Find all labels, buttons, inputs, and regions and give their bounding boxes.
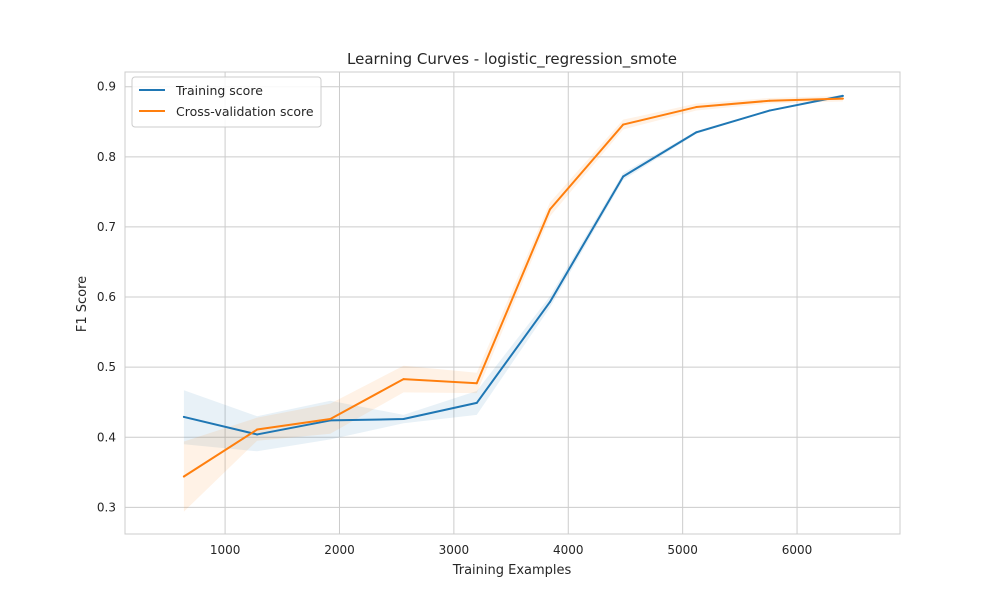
cross-validation-score-point xyxy=(329,418,332,421)
series-lines xyxy=(182,94,844,478)
training-score-point xyxy=(695,131,698,134)
cross-validation-score-band xyxy=(183,95,843,512)
cross-validation-score-point xyxy=(622,123,625,126)
y-tick-label: 0.3 xyxy=(97,500,116,514)
x-tick-label: 1000 xyxy=(210,543,241,557)
training-score-point xyxy=(622,175,625,178)
y-tick-label: 0.8 xyxy=(97,150,116,164)
y-tick-label: 0.9 xyxy=(97,80,116,94)
y-axis-label: F1 Score xyxy=(75,276,90,332)
legend-label-cross-validation: Cross-validation score xyxy=(176,104,314,119)
cross-validation-score-point xyxy=(841,97,844,100)
training-score-point xyxy=(256,433,259,436)
y-tick-label: 0.5 xyxy=(97,360,116,374)
confidence-bands xyxy=(183,94,843,512)
training-score-band xyxy=(183,94,843,452)
y-tick-label: 0.4 xyxy=(97,430,116,444)
cross-validation-score-point xyxy=(182,475,185,478)
cross-validation-score-point xyxy=(695,106,698,109)
cross-validation-score-line xyxy=(182,97,844,478)
cross-validation-score-point xyxy=(475,382,478,385)
legend-label-training: Training score xyxy=(175,83,263,98)
training-score-line xyxy=(182,94,844,436)
x-tick-label: 5000 xyxy=(667,543,698,557)
legend: Training score Cross-validation score xyxy=(131,76,322,128)
cross-validation-score-point xyxy=(402,378,405,381)
training-score-point xyxy=(841,94,844,97)
x-tick-label: 6000 xyxy=(782,543,813,557)
x-axis-label: Training Examples xyxy=(452,563,572,578)
y-tick-label: 0.7 xyxy=(97,220,116,234)
cross-validation-score-point xyxy=(548,208,551,211)
training-score-point xyxy=(548,300,551,303)
cross-validation-score-point xyxy=(256,428,259,431)
x-tick-label: 4000 xyxy=(553,543,584,557)
chart-title: Learning Curves - logistic_regression_sm… xyxy=(347,50,677,69)
y-tick-label: 0.6 xyxy=(97,290,116,304)
training-score-point xyxy=(402,418,405,421)
tick-labels: 1000 2000 3000 4000 5000 6000 0.3 0.4 0.5 0.6 0.7 0… xyxy=(97,80,812,557)
training-score-point xyxy=(182,415,185,418)
cross-validation-score-point xyxy=(768,99,771,102)
x-tick-label: 2000 xyxy=(324,543,355,557)
training-score-point xyxy=(768,109,771,112)
plot-frame xyxy=(124,71,901,535)
legend-box xyxy=(131,76,322,128)
x-tick-label: 3000 xyxy=(439,543,470,557)
training-score-point xyxy=(475,401,478,404)
